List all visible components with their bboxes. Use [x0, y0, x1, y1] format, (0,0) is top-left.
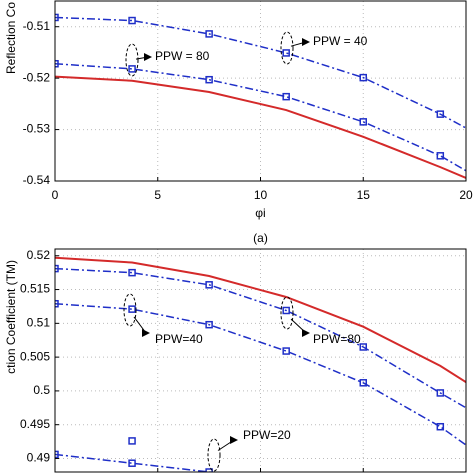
marker [359, 73, 367, 82]
arrow-head [142, 329, 150, 337]
axes-frame [54, 248, 467, 473]
marker [128, 459, 136, 467]
series-line [55, 302, 466, 446]
marker [282, 49, 290, 57]
marker [282, 92, 290, 101]
arrow-head [230, 436, 238, 444]
marker [359, 343, 367, 351]
y-tick-label: 0.505 [20, 349, 50, 363]
y-tick-label: 0.51 [27, 316, 51, 330]
caption: (a) [253, 231, 268, 245]
marker [282, 306, 290, 315]
marker [128, 268, 136, 277]
x-tick-label: 20 [459, 188, 473, 202]
marker [205, 281, 213, 289]
marker [128, 16, 136, 25]
annotation: PPW = 40 [313, 34, 368, 48]
y-tick-label: -0.52 [23, 70, 51, 84]
x-tick-label: 5 [154, 188, 161, 202]
arrow-head [302, 38, 310, 46]
axes-frame [54, 0, 467, 182]
annotation: PPW=20 [243, 428, 291, 442]
annotation: PPW=80 [313, 332, 361, 346]
marker [436, 389, 445, 397]
marker [205, 468, 213, 472]
marker [359, 118, 367, 126]
y-axis-label: ction Coefficient (TM) [4, 260, 18, 374]
y-tick-label: 0.5 [33, 383, 50, 397]
marker [205, 30, 213, 38]
marker [128, 65, 136, 73]
marker [55, 59, 59, 68]
plot-area [55, 249, 466, 472]
series-line [55, 16, 466, 129]
marker [55, 299, 59, 308]
marker [282, 347, 290, 355]
arrow-head [144, 53, 152, 61]
annotation-ellipse [280, 31, 294, 65]
y-tick-label: 0.515 [20, 282, 50, 296]
annotation-ellipse [207, 438, 221, 472]
marker [55, 264, 59, 273]
marker [436, 152, 445, 160]
marker [128, 437, 136, 445]
y-axis-label: Reflection Co [4, 2, 18, 74]
marker [359, 379, 367, 387]
x-tick-label: 10 [254, 188, 268, 202]
y-tick-label: -0.54 [23, 173, 51, 187]
y-tick-label: -0.51 [23, 19, 51, 33]
marker [55, 450, 59, 459]
x-tick-label: 15 [357, 188, 371, 202]
annotation-ellipse [280, 296, 294, 330]
marker [436, 110, 445, 118]
annotation: PPW = 80 [155, 49, 210, 63]
y-tick-label: 0.52 [27, 248, 51, 262]
plot-area [55, 1, 466, 181]
y-tick-label: -0.53 [23, 122, 51, 136]
series-line [55, 256, 466, 383]
annotation-ellipse [125, 43, 139, 77]
marker [55, 13, 59, 22]
series-line [55, 267, 466, 409]
annotation-ellipse [123, 293, 137, 327]
marker [205, 75, 213, 84]
marker [436, 422, 445, 431]
y-tick-label: 0.49 [27, 451, 51, 465]
annotation: PPW=40 [155, 332, 203, 346]
y-tick-label: 0.495 [20, 417, 50, 431]
marker [205, 320, 213, 329]
marker [128, 305, 136, 313]
series-line [55, 453, 218, 472]
x-axis-label: φi [255, 206, 265, 220]
series-line [55, 75, 466, 179]
x-tick-label: 0 [52, 188, 59, 202]
arrow-head [302, 329, 310, 337]
